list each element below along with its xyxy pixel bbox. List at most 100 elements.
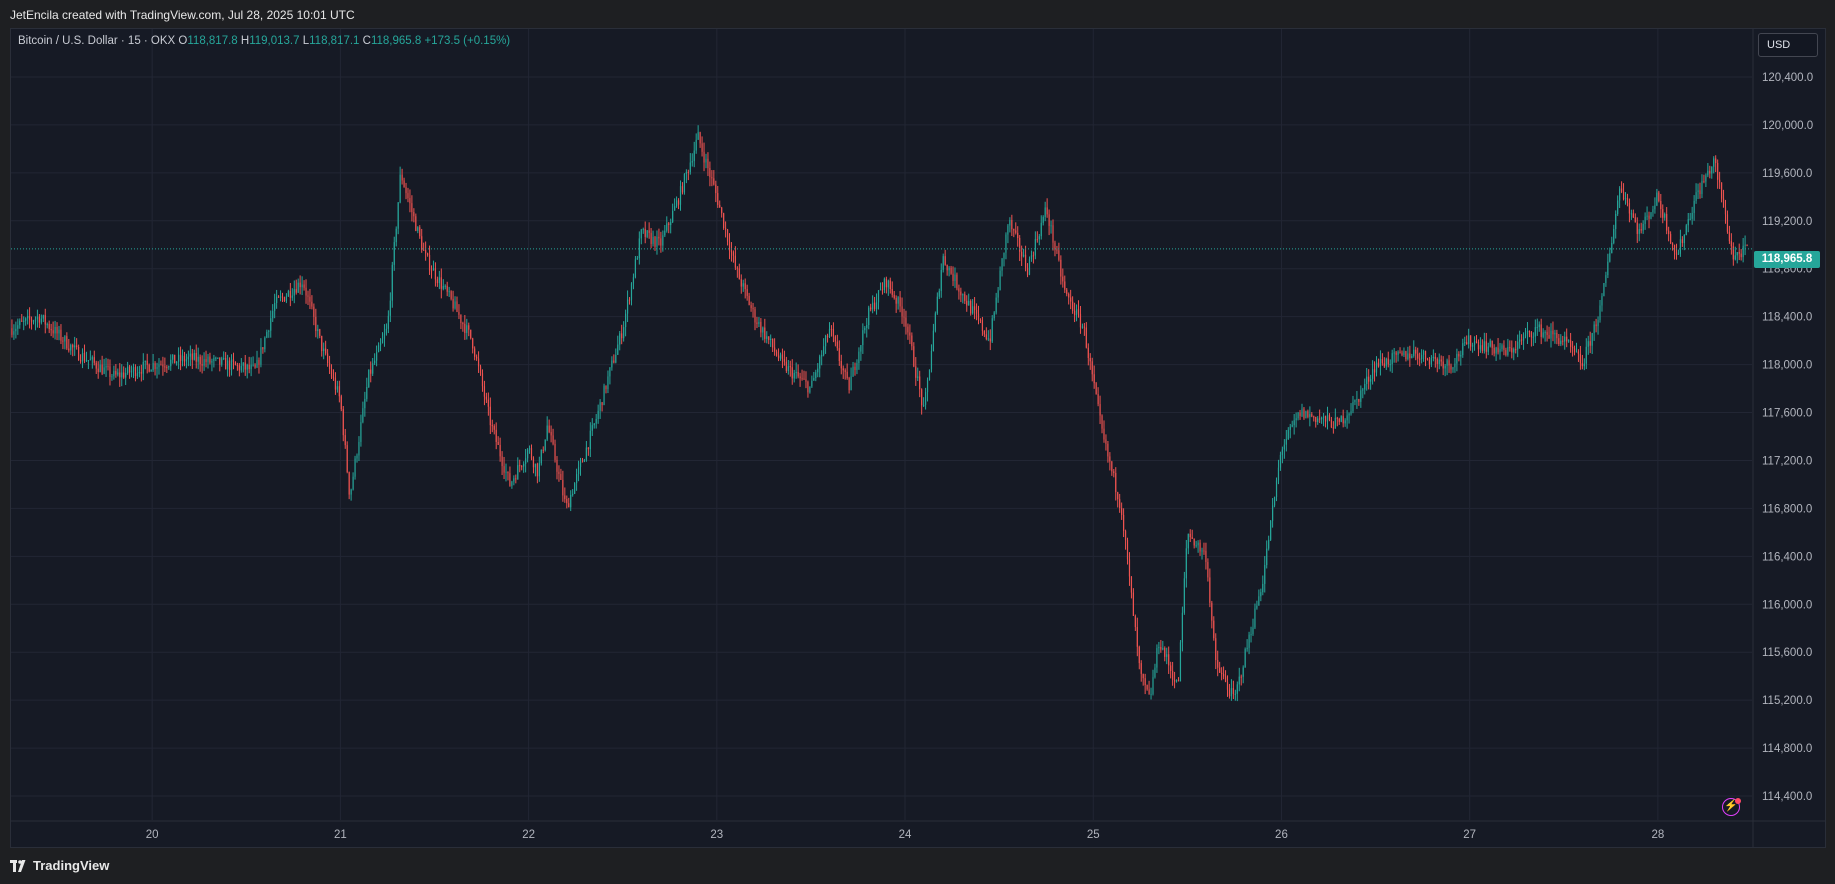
candle-body [1511,348,1513,353]
candle-body [381,338,384,344]
candle-body [307,295,309,297]
candle-body [660,238,662,246]
currency-selector[interactable]: USD [1758,33,1818,57]
candle-body [872,302,874,310]
candle-body [1309,414,1311,417]
candle-body [364,398,366,409]
candle-body [97,368,99,373]
candle-body [1434,356,1436,359]
candle-body [958,288,960,292]
candle-body [807,381,809,393]
candle-body [1601,296,1603,306]
candle-body [1087,347,1089,359]
candle-body [1011,219,1013,230]
candle-body [95,362,97,369]
candle-body [323,348,325,352]
candle-body [1048,214,1050,226]
candle-body [764,327,766,339]
chart-frame[interactable] [10,28,1826,848]
candle-body [1662,209,1664,218]
price-tick-label: 114,800.0 [1762,743,1812,755]
candle-body [58,329,60,334]
candle-body [1426,358,1429,360]
candle-body [1415,349,1417,354]
candle-body [1493,347,1495,354]
footer-brand[interactable]: TradingView [33,858,110,873]
candle-body [1117,492,1119,500]
candle-body [683,174,686,193]
candle-body [1664,213,1666,218]
candle-body [619,333,621,345]
symbol-name[interactable]: Bitcoin / U.S. Dollar · 15 · OKX [18,35,176,47]
candle-body [895,298,897,304]
candle-body [1689,218,1691,220]
candle-body [930,350,933,370]
candle-body [1583,363,1585,367]
candle-body [1038,236,1040,240]
candle-body [548,425,550,432]
candle-body [646,230,648,237]
candle-body [1181,612,1184,643]
candle-body [1715,158,1717,163]
candle-body [1642,223,1644,231]
candle-body [981,320,984,331]
candle-body [215,357,217,359]
candle-body [815,372,817,379]
tradingview-logo-icon[interactable] [10,860,30,872]
candle-body [1070,297,1072,302]
candle-body [581,461,584,463]
candle-body [1675,252,1678,255]
candle-body [1354,399,1356,402]
time-tick-label: 26 [1275,829,1288,841]
candle-body [144,360,146,362]
candle-body [1407,353,1409,360]
candle-body [605,385,607,390]
candle-body [1419,358,1421,360]
candle-body [1450,365,1452,370]
candle-body [1630,213,1632,215]
candle-body [1360,390,1362,402]
candle-body [1009,219,1011,226]
candle-body [1534,327,1536,337]
candle-body [1040,222,1042,237]
candle-body [27,315,29,319]
candle-body [383,333,386,339]
candle-body [656,236,658,247]
candle-body [17,325,19,329]
candle-body [1252,627,1254,635]
candle-body [1485,341,1487,352]
candle-body [556,459,558,472]
candle-body [1520,339,1523,341]
candle-body [1250,634,1252,636]
candle-body [93,357,95,363]
candle-body [1654,205,1656,210]
candle-body [372,363,374,374]
candle-body [299,282,301,288]
candle-body [979,319,982,321]
candle-body [1046,207,1048,215]
candle-body [481,373,484,387]
candle-body [734,255,736,268]
candle-body [670,222,672,226]
candle-body [924,392,927,405]
candle-body [744,283,746,290]
candle-body [579,461,582,468]
candle-body [983,330,985,335]
candle-body [362,408,364,423]
candle-body [158,364,160,368]
candle-body [946,264,948,271]
candle-body [44,315,46,325]
candle-body [1028,259,1031,275]
candle-body [117,372,119,375]
candle-body [909,332,911,336]
candle-body [713,178,715,185]
candle-body [1740,253,1742,258]
lightning-icon[interactable]: ⚡ [1722,798,1740,816]
candle-body [1615,214,1617,230]
candle-body [821,354,823,357]
candle-body [654,236,656,247]
candle-body [1201,550,1203,552]
candle-body [495,429,497,442]
candle-body [115,371,117,375]
